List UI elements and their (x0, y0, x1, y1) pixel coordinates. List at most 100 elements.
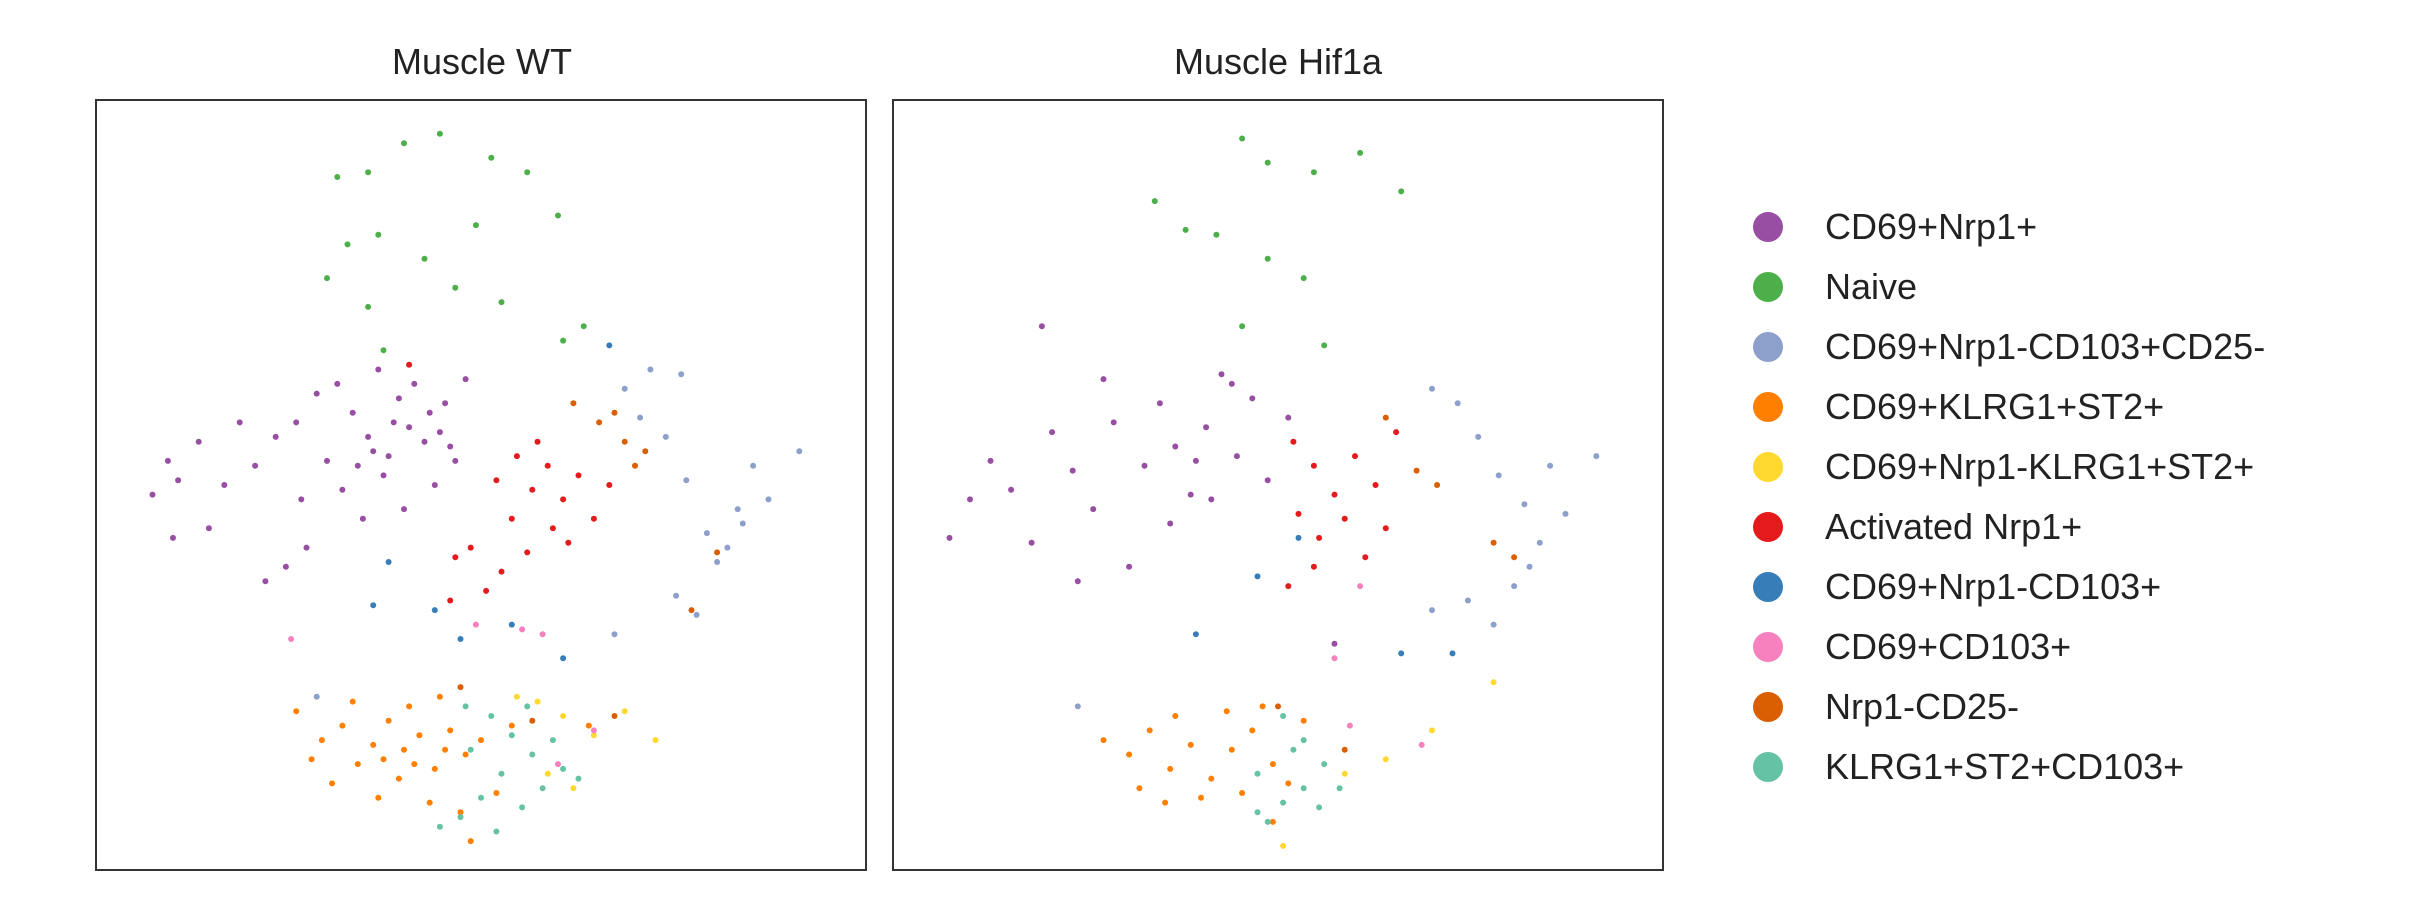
point-nrp1-cd25- (1382, 414, 1389, 421)
point-naive (401, 140, 407, 147)
point-naive (1182, 226, 1189, 233)
point-cd69-nrp1- (1228, 380, 1235, 387)
point-cd69-nrp1- (411, 380, 418, 387)
point-cd69-nrp1- (1249, 395, 1256, 402)
point-activated-nrp1- (1310, 563, 1317, 570)
point-activated-nrp1- (606, 482, 613, 488)
point-cd69-nrp1- (462, 376, 469, 383)
point-activated-nrp1- (524, 549, 531, 556)
point-cd69-nrp1- (385, 453, 392, 460)
point-cd69-klrg1-st2- (416, 732, 423, 739)
point-activated-nrp1- (1352, 453, 1358, 460)
point-cd69-klrg1-st2- (1228, 746, 1235, 753)
point-nrp1-cd25- (1434, 482, 1441, 488)
point-activated-nrp1- (1362, 554, 1369, 561)
point-cd69-klrg1-st2- (442, 746, 449, 753)
point-cd69-nrp1-klrg1-st2- (1429, 727, 1435, 734)
point-cd69-nrp1- (205, 525, 212, 532)
point-klrg1-st2-cd103- (1280, 713, 1287, 719)
point-cd69-nrp1-cd103-cd25- (1429, 607, 1435, 614)
point-naive (1357, 149, 1364, 156)
point-activated-nrp1- (1310, 462, 1317, 469)
point-cd69-klrg1-st2- (385, 717, 392, 724)
point-klrg1-st2-cd103- (575, 775, 582, 782)
point-cd69-nrp1- (236, 419, 243, 426)
point-cd69-klrg1-st2- (339, 722, 346, 729)
point-activated-nrp1- (1382, 525, 1389, 532)
panel-title-muscle-wt: Muscle WT (392, 41, 572, 82)
point-cd69-klrg1-st2- (431, 765, 438, 772)
legend-marker-naive (1753, 272, 1783, 302)
legend-label-cd69-nrp1-cd103-cd25-: CD69+Nrp1-CD103+CD25- (1825, 326, 2265, 367)
point-cd69-nrp1-cd103- (1398, 650, 1405, 657)
point-nrp1-cd25- (1275, 703, 1281, 710)
point-cd69-nrp1- (324, 457, 330, 464)
legend-marker-cd69-nrp1-klrg1-st2- (1753, 452, 1783, 482)
points-muscle-hif1a (946, 135, 1600, 849)
point-cd69-nrp1- (170, 534, 176, 541)
point-naive (524, 169, 531, 176)
point-klrg1-st2-cd103- (457, 814, 464, 821)
panel-title-muscle-hif1a: Muscle Hif1a (1174, 41, 1383, 82)
point-cd69-nrp1-cd103- (370, 602, 377, 609)
point-cd69-klrg1-st2- (1187, 741, 1194, 748)
point-cd69-nrp1- (1038, 323, 1045, 330)
point-klrg1-st2-cd103- (1300, 737, 1307, 744)
point-activated-nrp1- (565, 539, 572, 546)
point-cd69-cd103- (1331, 655, 1338, 662)
point-cd69-nrp1-cd103-cd25- (693, 611, 700, 618)
legend-label-activated-nrp1-: Activated Nrp1+ (1825, 506, 2082, 547)
point-naive (380, 347, 387, 354)
point-activated-nrp1- (549, 525, 556, 532)
point-cd69-nrp1-cd103-cd25- (734, 506, 741, 513)
point-activated-nrp1- (1295, 510, 1302, 517)
legend-marker-cd69-klrg1-st2- (1753, 392, 1783, 422)
point-cd69-nrp1-cd103-cd25- (703, 530, 710, 537)
point-nrp1-cd25- (596, 419, 603, 426)
point-naive (1239, 135, 1246, 142)
legend-marker-nrp1-cd25- (1753, 692, 1783, 722)
legend-label-naive: Naive (1825, 266, 1917, 307)
point-activated-nrp1- (406, 361, 413, 368)
point-cd69-nrp1- (1264, 477, 1271, 484)
point-naive (1151, 198, 1158, 205)
point-cd69-nrp1- (1218, 371, 1225, 378)
point-naive (1398, 188, 1405, 195)
point-activated-nrp1- (544, 462, 551, 469)
point-cd69-nrp1-cd103-cd25- (1562, 510, 1569, 517)
point-cd69-nrp1- (1192, 457, 1199, 464)
point-cd69-nrp1-cd103-cd25- (313, 693, 320, 700)
point-activated-nrp1- (1393, 429, 1400, 436)
point-cd69-klrg1-st2- (395, 775, 402, 782)
point-cd69-nrp1- (334, 380, 341, 387)
point-cd69-klrg1-st2- (457, 809, 464, 816)
point-cd69-cd103- (590, 727, 597, 734)
point-cd69-nrp1-cd103-cd25- (1593, 453, 1600, 460)
point-cd69-nrp1- (354, 462, 361, 469)
legend-label-cd69-nrp1-: CD69+Nrp1+ (1825, 206, 2037, 247)
point-naive (365, 169, 372, 176)
point-cd69-nrp1-cd103-cd25- (765, 496, 772, 503)
point-cd69-nrp1-klrg1-st2- (1280, 842, 1287, 849)
point-cd69-nrp1- (365, 433, 372, 440)
point-cd69-nrp1- (349, 409, 356, 416)
point-cd69-klrg1-st2- (1100, 737, 1107, 744)
point-naive (560, 337, 567, 344)
point-cd69-cd103- (555, 761, 561, 768)
point-klrg1-st2-cd103- (493, 828, 500, 835)
point-klrg1-st2-cd103- (478, 794, 484, 801)
point-cd69-klrg1-st2- (1172, 713, 1179, 719)
point-klrg1-st2-cd103- (467, 746, 474, 753)
point-cd69-klrg1-st2- (380, 756, 387, 763)
point-klrg1-st2-cd103- (524, 703, 531, 710)
point-klrg1-st2-cd103- (436, 823, 443, 830)
point-cd69-nrp1- (339, 486, 346, 493)
point-naive (1239, 323, 1246, 330)
point-cd69-nrp1-klrg1-st2- (1382, 756, 1389, 763)
point-cd69-klrg1-st2- (1208, 775, 1215, 782)
point-nrp1-cd25- (688, 607, 695, 614)
point-cd69-nrp1-klrg1-st2- (560, 713, 567, 719)
point-cd69-klrg1-st2- (411, 761, 418, 768)
point-cd69-nrp1- (1285, 414, 1292, 421)
point-cd69-nrp1-cd103-cd25- (1526, 563, 1533, 570)
